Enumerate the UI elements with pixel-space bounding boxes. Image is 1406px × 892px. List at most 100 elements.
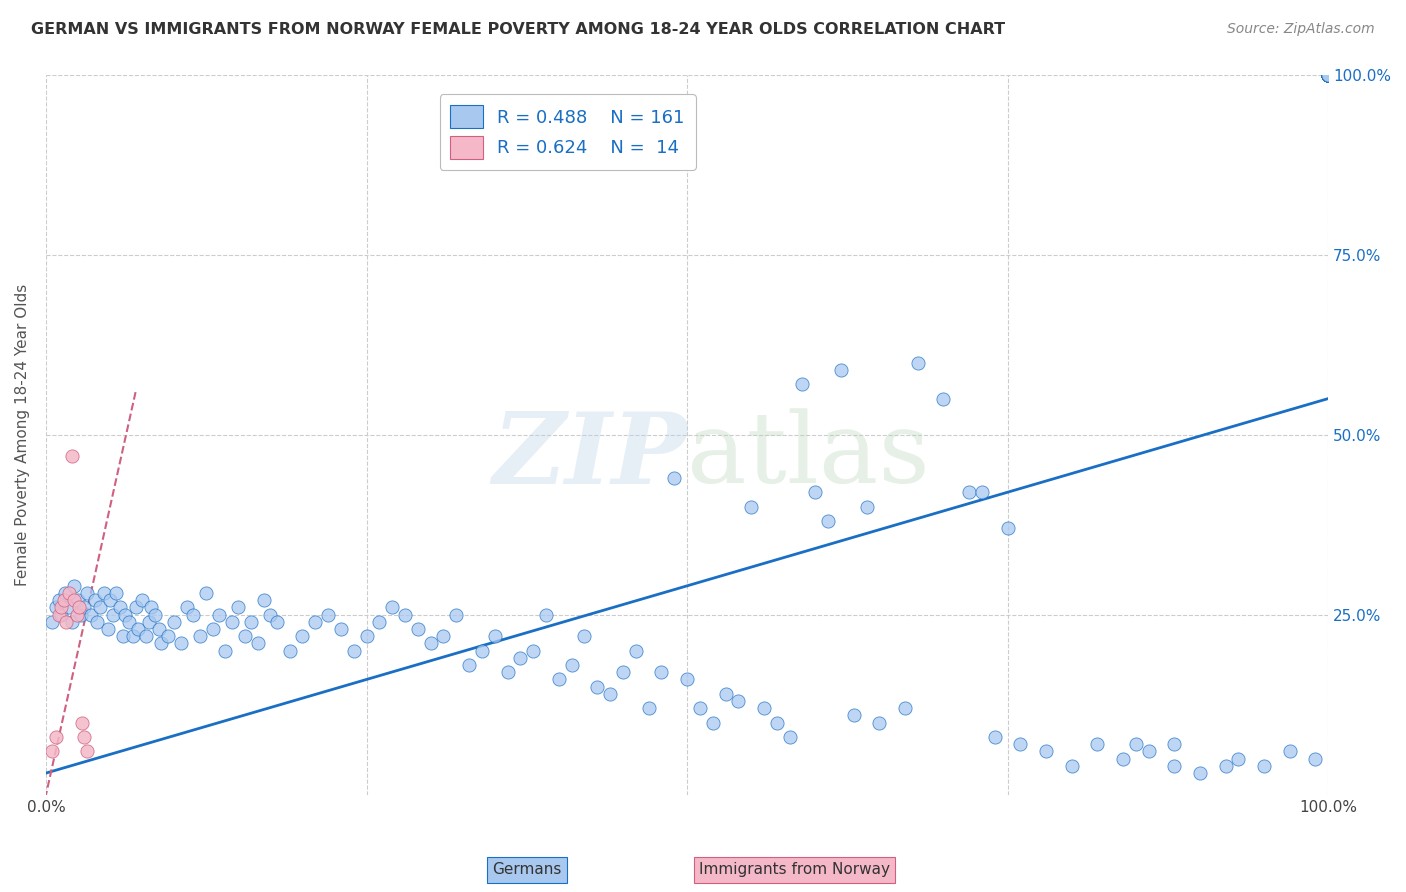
Point (907, 355, 929, 369)
Point (1317, 68, 1340, 82)
Point (83, 593, 105, 607)
Point (534, 607, 557, 622)
Point (855, 500, 877, 514)
Point (1253, 759, 1275, 773)
Point (804, 485, 827, 500)
Point (752, 701, 775, 715)
Point (67, 600, 90, 615)
Point (138, 615, 160, 629)
Point (60, 449, 83, 463)
Point (1317, 68, 1340, 82)
Point (381, 600, 404, 615)
Point (1035, 744, 1057, 758)
Legend: R = 0.488    N = 161, R = 0.624    N =  14: R = 0.488 N = 161, R = 0.624 N = 14 (440, 95, 696, 169)
Point (1317, 68, 1340, 82)
Point (66, 607, 89, 622)
Point (727, 694, 749, 708)
Text: ZIP: ZIP (492, 408, 688, 505)
Point (779, 730, 801, 744)
Point (183, 607, 205, 622)
Point (970, 485, 993, 500)
Point (98, 593, 121, 607)
Point (60, 615, 83, 629)
Point (96, 622, 118, 636)
Point (1010, 737, 1032, 751)
Point (1317, 68, 1340, 82)
Point (58, 600, 80, 615)
Point (432, 629, 454, 643)
Point (1317, 68, 1340, 82)
Point (714, 687, 737, 701)
Point (1317, 68, 1340, 82)
Point (240, 615, 263, 629)
Point (509, 651, 531, 665)
Point (842, 708, 865, 723)
Point (150, 636, 173, 650)
Point (932, 392, 955, 406)
Point (1317, 68, 1340, 82)
Point (58, 586, 80, 600)
Point (111, 629, 134, 643)
Point (1317, 68, 1340, 82)
Point (221, 615, 243, 629)
Point (89, 600, 111, 615)
Y-axis label: Female Poverty Among 18-24 Year Olds: Female Poverty Among 18-24 Year Olds (15, 284, 30, 586)
Point (484, 629, 506, 643)
Point (45, 730, 67, 744)
Point (817, 514, 839, 528)
Point (93, 586, 115, 600)
Point (1317, 68, 1340, 82)
Point (41, 744, 63, 758)
Point (957, 485, 980, 500)
Point (73, 730, 96, 744)
Point (997, 521, 1019, 535)
Point (55, 615, 77, 629)
Point (1317, 68, 1340, 82)
Point (1163, 737, 1185, 751)
Point (522, 643, 544, 657)
Point (214, 643, 236, 657)
Point (105, 586, 128, 600)
Point (496, 665, 519, 680)
Point (702, 715, 724, 730)
Point (41, 615, 63, 629)
Point (208, 607, 231, 622)
Point (624, 643, 647, 657)
Point (110, 600, 132, 615)
Point (139, 600, 162, 615)
Point (131, 593, 153, 607)
Point (45, 600, 67, 615)
Point (650, 665, 672, 680)
Text: Germans: Germans (492, 863, 562, 877)
Point (259, 607, 281, 622)
Point (1317, 68, 1340, 82)
Point (291, 629, 314, 643)
Point (114, 607, 136, 622)
Point (1317, 68, 1340, 82)
Point (1317, 68, 1340, 82)
Point (70, 715, 93, 730)
Point (740, 500, 762, 514)
Point (471, 643, 494, 657)
Point (1317, 68, 1340, 82)
Point (1163, 759, 1185, 773)
Point (329, 622, 352, 636)
Point (226, 600, 249, 615)
Point (135, 629, 157, 643)
Point (1112, 752, 1135, 766)
Point (86, 615, 108, 629)
Point (1317, 68, 1340, 82)
Point (148, 622, 170, 636)
Point (1317, 68, 1340, 82)
Point (1317, 68, 1340, 82)
Point (76, 744, 98, 758)
Point (599, 687, 621, 701)
Point (574, 629, 596, 643)
Point (80, 607, 103, 622)
Point (1125, 737, 1147, 751)
Point (76, 586, 98, 600)
Point (51, 600, 73, 615)
Point (52, 593, 75, 607)
Point (127, 622, 149, 636)
Point (1317, 68, 1340, 82)
